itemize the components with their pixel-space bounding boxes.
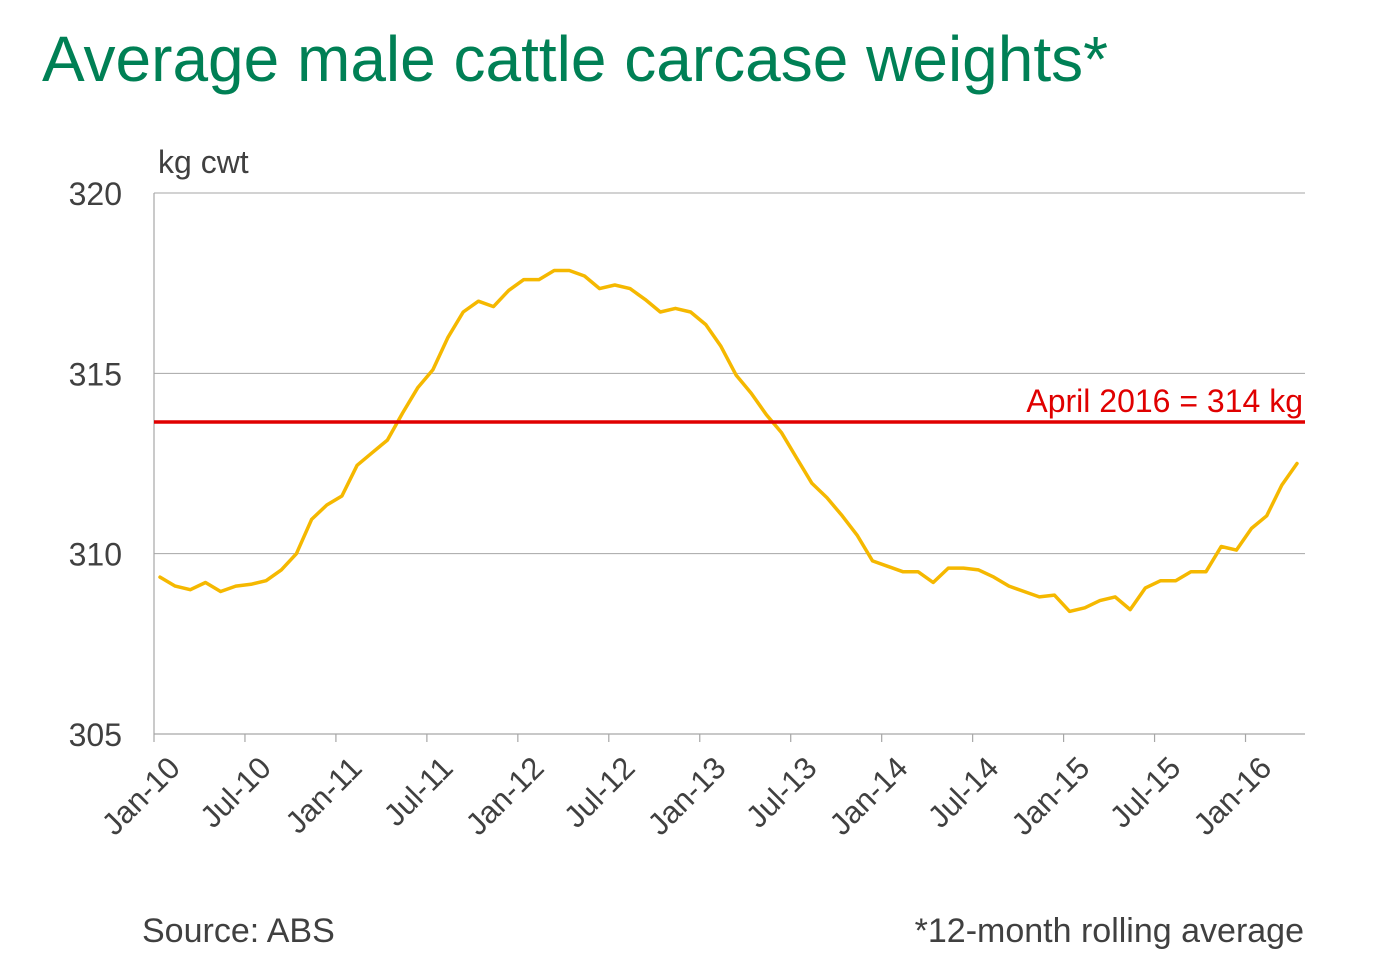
footnote: *12-month rolling average — [915, 912, 1304, 951]
series-line-0 — [160, 271, 1297, 612]
x-tick-label-Jul-13: Jul-13 — [739, 750, 823, 834]
y-tick-label-310: 310 — [69, 537, 122, 573]
source-note: Source: ABS — [142, 912, 335, 951]
x-tick-label-Jan-11: Jan-11 — [279, 750, 369, 840]
x-tick-label-Jan-13: Jan-13 — [641, 750, 733, 842]
x-tick-label-Jan-15: Jan-15 — [1005, 750, 1097, 842]
x-tick-label-Jul-11: Jul-11 — [377, 750, 460, 833]
x-tick-labels: Jan-10 Jul-10 Jan-11 Jul-11 Jan-12 Jul-12 Jan-… — [95, 750, 1278, 842]
grid-lines — [154, 193, 1305, 554]
x-tick-label-Jul-14: Jul-14 — [921, 750, 1005, 834]
y-tick-label-320: 320 — [69, 176, 122, 212]
y-tick-label-315: 315 — [69, 356, 122, 392]
series-lines — [160, 271, 1297, 612]
x-tick-label-Jul-12: Jul-12 — [557, 750, 641, 834]
x-tick-label-Jan-10: Jan-10 — [95, 750, 187, 842]
axes — [154, 193, 1305, 742]
x-tick-label-Jan-14: Jan-14 — [823, 750, 915, 842]
reference-line-group: April 2016 = 314 kg — [154, 383, 1305, 422]
x-tick-label-Jan-12: Jan-12 — [459, 750, 551, 842]
x-tick-label-Jul-15: Jul-15 — [1103, 750, 1187, 834]
y-tick-labels: 305 310 315 320 — [69, 176, 122, 753]
y-tick-label-305: 305 — [69, 717, 122, 753]
x-tick-label-Jan-16: Jan-16 — [1187, 750, 1279, 842]
reference-line-label: April 2016 = 314 kg — [1026, 383, 1303, 419]
x-tick-label-Jul-10: Jul-10 — [193, 750, 277, 834]
line-chart: 305310315320 Jan-10 Jul-10 Jan-11 Jul-11 Jan… — [0, 0, 1392, 979]
